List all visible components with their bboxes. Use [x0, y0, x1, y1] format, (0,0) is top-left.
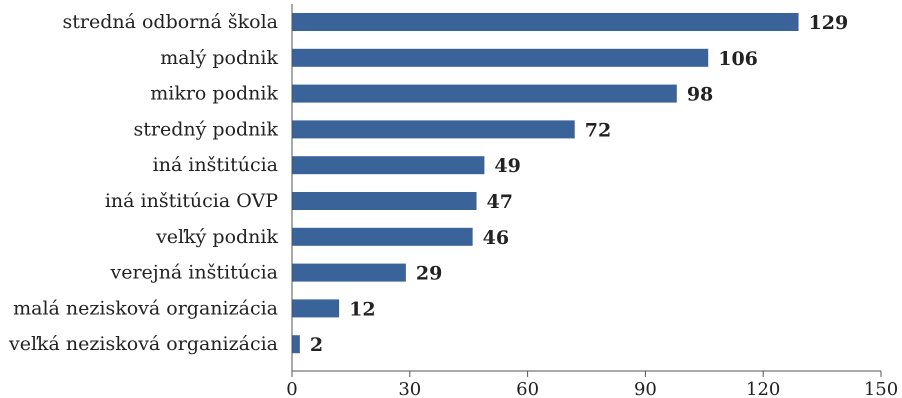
bar	[292, 13, 799, 31]
category-label: stredný podnik	[134, 118, 279, 140]
bar	[292, 120, 575, 139]
data-label: 2	[310, 334, 323, 356]
category-label: iná inštitúcia	[153, 154, 278, 176]
bars-layer	[292, 13, 799, 354]
category-label: malá nezisková organizácia	[13, 297, 278, 319]
x-tick-label: 30	[398, 379, 421, 398]
category-label: stredná odborná škola	[63, 11, 278, 33]
category-label: mikro podnik	[150, 83, 278, 105]
bar	[292, 48, 709, 67]
x-tick-label: 150	[864, 379, 898, 398]
data-label: 129	[809, 12, 849, 34]
category-label: veľká nezisková organizácia	[8, 333, 278, 355]
category-label: veľký podnik	[155, 226, 278, 248]
category-label: iná inštitúcia OVP	[105, 190, 278, 212]
x-tick-label: 0	[286, 379, 297, 398]
bar	[292, 335, 300, 354]
bar	[292, 156, 485, 175]
data-label: 98	[687, 84, 713, 106]
data-label: 29	[416, 263, 442, 285]
bar	[292, 263, 406, 282]
category-labels: stredná odborná škola malý podnik mikro po…	[8, 11, 278, 355]
bar	[292, 227, 473, 246]
x-tick-label: 90	[634, 379, 657, 398]
category-label: malý podnik	[160, 47, 278, 69]
data-label: 46	[483, 227, 509, 249]
data-label: 106	[718, 48, 758, 70]
data-label: 72	[585, 119, 611, 141]
bar	[292, 299, 340, 318]
data-label: 12	[349, 298, 375, 320]
bar	[292, 84, 677, 103]
x-tick-label: 60	[516, 379, 539, 398]
x-axis: 0 30 60 90 120 150	[286, 4, 898, 398]
bar	[292, 192, 477, 210]
data-label: 49	[494, 155, 520, 177]
data-label: 47	[487, 191, 513, 213]
category-label: verejná inštitúcia	[110, 262, 279, 284]
x-tick-label: 120	[746, 379, 780, 398]
